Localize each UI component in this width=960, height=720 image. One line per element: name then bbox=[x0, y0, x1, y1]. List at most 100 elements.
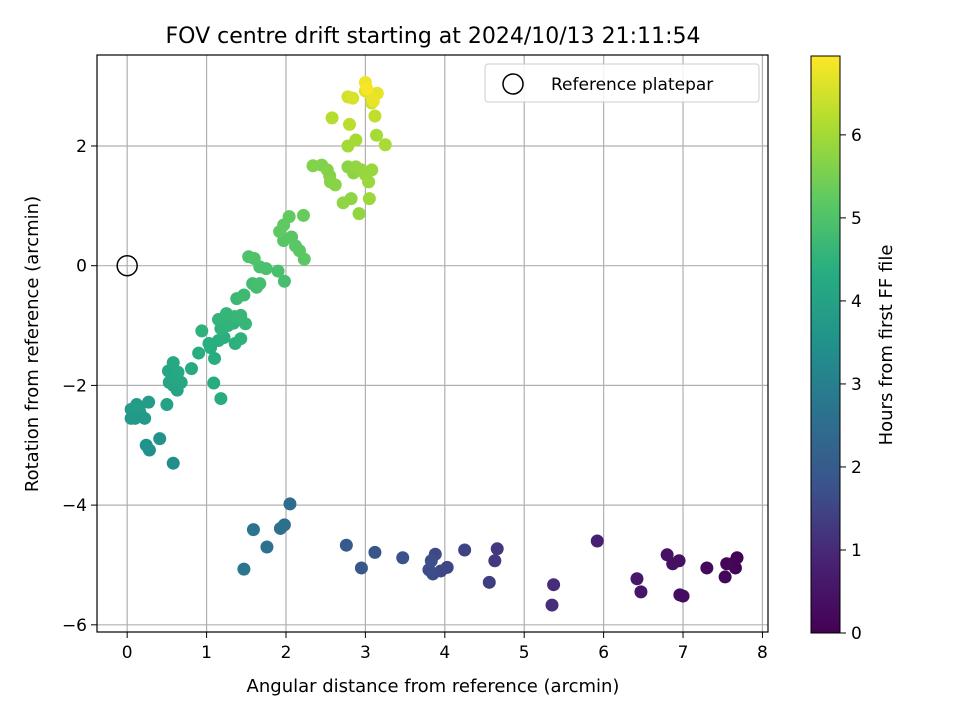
data-point bbox=[166, 456, 180, 470]
colorbar-ticks: 0 1 2 3 4 5 6 bbox=[840, 126, 862, 644]
data-point bbox=[160, 398, 174, 412]
y-tick-label: 0 bbox=[76, 257, 87, 277]
data-point bbox=[139, 438, 153, 452]
data-points bbox=[124, 76, 744, 612]
data-point bbox=[343, 117, 357, 131]
data-point bbox=[283, 497, 297, 511]
data-point bbox=[259, 262, 273, 276]
data-point bbox=[362, 175, 376, 189]
data-point bbox=[365, 163, 379, 177]
data-point bbox=[339, 538, 353, 552]
x-tick-label: 4 bbox=[439, 643, 450, 663]
data-point bbox=[368, 545, 382, 559]
data-point bbox=[673, 588, 687, 602]
y-axis-label: Rotation from reference (arcmin) bbox=[22, 196, 43, 492]
data-point bbox=[370, 128, 384, 142]
data-point bbox=[247, 252, 261, 266]
y-tick-label: −4 bbox=[62, 496, 87, 516]
data-point bbox=[352, 207, 366, 221]
data-point bbox=[349, 133, 363, 147]
colorbar-tick-label: 1 bbox=[851, 541, 862, 561]
plot-frame bbox=[96, 54, 769, 633]
x-tick-label: 8 bbox=[757, 643, 768, 663]
x-tick-label: 6 bbox=[598, 643, 609, 663]
data-point bbox=[718, 570, 732, 584]
data-point bbox=[208, 351, 222, 365]
legend: Reference platepar bbox=[484, 63, 760, 103]
data-point bbox=[260, 540, 274, 554]
data-point bbox=[306, 159, 320, 173]
data-point bbox=[360, 82, 374, 96]
x-tick-label: 7 bbox=[678, 643, 689, 663]
data-point bbox=[273, 521, 287, 535]
data-point bbox=[296, 208, 310, 222]
x-tick-label: 0 bbox=[122, 643, 133, 663]
data-point bbox=[171, 365, 185, 379]
data-point bbox=[368, 109, 382, 123]
data-point bbox=[700, 561, 714, 575]
data-point bbox=[166, 356, 180, 370]
data-point bbox=[237, 288, 251, 302]
y-tick-label: −2 bbox=[62, 376, 87, 396]
data-point bbox=[253, 277, 267, 291]
x-tick-label: 1 bbox=[201, 643, 212, 663]
data-point bbox=[282, 210, 296, 224]
legend-marker-icon bbox=[502, 73, 524, 95]
colorbar-tick-label: 0 bbox=[851, 624, 862, 644]
x-tick-label: 3 bbox=[360, 643, 371, 663]
legend-label: Reference platepar bbox=[551, 75, 713, 95]
data-point bbox=[214, 392, 228, 406]
data-point bbox=[153, 432, 167, 446]
y-axis-ticks: −6 −4 −2 0 2 bbox=[62, 137, 97, 636]
colorbar-tick-label: 2 bbox=[851, 458, 862, 478]
data-point bbox=[184, 362, 198, 376]
data-point bbox=[207, 376, 221, 390]
data-point bbox=[132, 401, 146, 415]
x-axis-ticks: 0 1 2 3 4 5 6 7 8 bbox=[122, 632, 768, 663]
data-point bbox=[192, 346, 206, 360]
grid-lines bbox=[97, 55, 768, 632]
data-point bbox=[488, 554, 502, 568]
data-point bbox=[396, 551, 410, 565]
colorbar-tick-label: 3 bbox=[851, 375, 862, 395]
data-point bbox=[660, 548, 674, 562]
data-point bbox=[482, 575, 496, 589]
colorbar-gradient bbox=[810, 55, 841, 634]
data-point bbox=[424, 554, 438, 568]
colorbar-label: Hours from first FF file bbox=[876, 245, 897, 446]
chart-title: FOV centre drift starting at 2024/10/13 … bbox=[166, 24, 701, 49]
data-point bbox=[366, 94, 380, 108]
legend-box bbox=[484, 63, 760, 103]
colorbar-tick-label: 5 bbox=[851, 209, 862, 229]
y-tick-label: 2 bbox=[76, 137, 87, 157]
reference-platepar-marker bbox=[116, 254, 138, 277]
data-point bbox=[634, 585, 648, 599]
x-tick-label: 2 bbox=[281, 643, 292, 663]
x-axis-label: Angular distance from reference (arcmin) bbox=[247, 676, 620, 697]
data-point bbox=[336, 196, 350, 210]
data-point bbox=[590, 534, 604, 548]
colorbar: 0 1 2 3 4 5 6 Hours from first FF file bbox=[810, 55, 897, 644]
data-point bbox=[328, 178, 342, 192]
y-tick-label: −6 bbox=[62, 616, 87, 636]
data-point bbox=[234, 308, 248, 322]
data-point bbox=[237, 562, 251, 576]
data-point bbox=[378, 138, 392, 152]
data-point bbox=[490, 542, 504, 556]
data-point bbox=[720, 557, 734, 571]
data-point bbox=[354, 561, 368, 575]
data-point bbox=[277, 274, 291, 288]
data-point bbox=[297, 252, 311, 266]
data-point bbox=[246, 523, 260, 537]
colorbar-tick-label: 6 bbox=[851, 126, 862, 146]
data-point bbox=[142, 395, 156, 409]
data-point bbox=[630, 572, 644, 586]
data-point bbox=[346, 91, 360, 105]
colorbar-tick-label: 4 bbox=[851, 292, 862, 312]
data-point bbox=[362, 192, 376, 206]
data-point bbox=[458, 543, 472, 557]
data-point bbox=[271, 264, 285, 278]
data-point bbox=[325, 111, 339, 125]
data-point bbox=[195, 324, 209, 338]
